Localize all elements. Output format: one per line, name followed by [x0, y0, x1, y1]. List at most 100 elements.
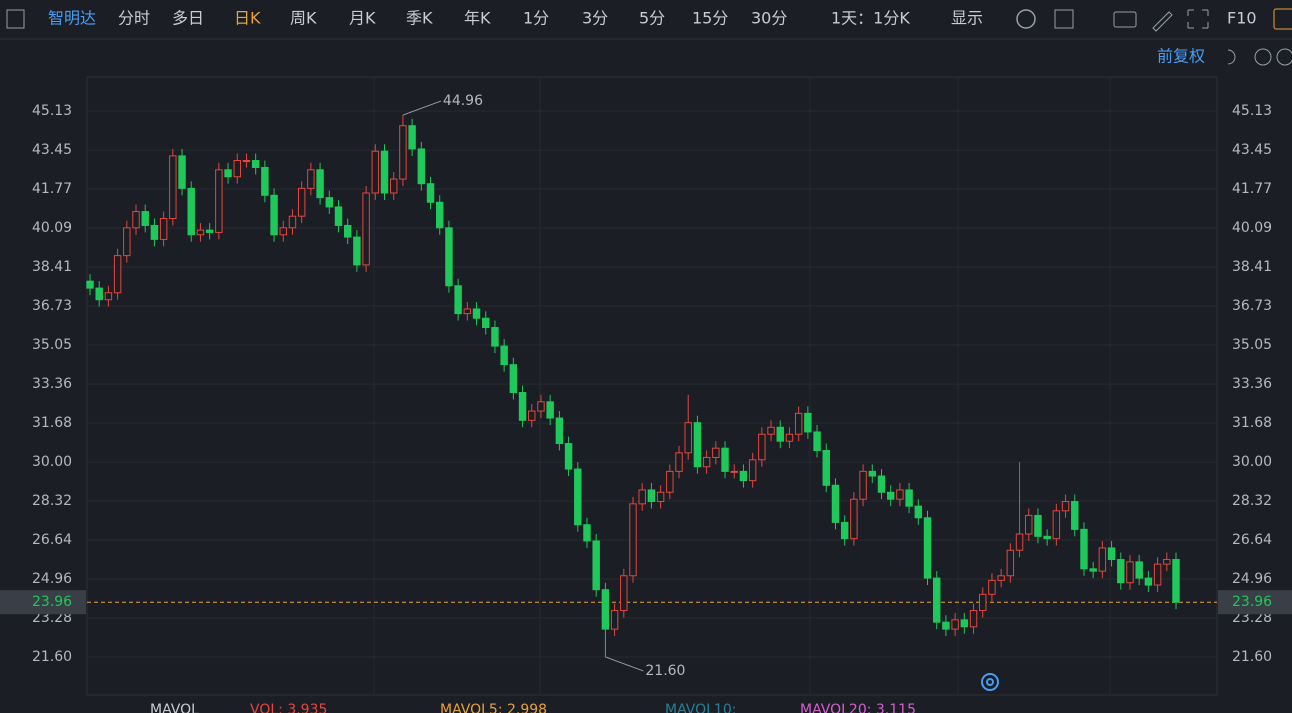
period-tab[interactable]: 季K	[406, 9, 433, 28]
candle-body	[288, 215, 297, 229]
y-tick-label: 41.77	[32, 181, 72, 197]
candle-body	[178, 155, 186, 189]
candle-body	[196, 229, 205, 236]
candle-body	[463, 308, 472, 315]
y-tick-label: 45.13	[32, 103, 72, 119]
candle-body	[684, 422, 692, 454]
candle-body	[325, 197, 334, 208]
candle-body	[1025, 514, 1033, 535]
candle-body	[960, 619, 969, 628]
candle-body	[353, 236, 361, 266]
candle-body	[748, 459, 757, 482]
candle-body	[334, 206, 343, 226]
y-tick-label-right: 40.09	[1232, 220, 1272, 236]
candle-body	[316, 169, 324, 199]
side-button[interactable]	[1273, 8, 1292, 30]
candle-body	[500, 345, 508, 366]
candle-body	[123, 227, 131, 257]
y-tick-label: 33.36	[32, 376, 72, 392]
sidebar-toggle[interactable]	[6, 9, 25, 29]
camera-icon[interactable]	[1113, 11, 1137, 28]
annotation-label: 21.60	[645, 663, 685, 679]
candle-body	[169, 155, 177, 220]
candle-body	[564, 443, 573, 470]
candle-body	[546, 401, 554, 419]
reset-icon[interactable]	[1227, 49, 1236, 65]
y-tick-label: 36.73	[32, 298, 72, 314]
last-price-box	[0, 590, 86, 615]
f10-button[interactable]: F10	[1227, 9, 1257, 28]
candle-body	[555, 417, 564, 445]
candle-body	[656, 491, 665, 503]
candle-body	[620, 575, 628, 612]
period-tab[interactable]: 30分	[751, 9, 787, 28]
period-tab[interactable]: 1分	[523, 9, 549, 28]
candle-body	[1126, 561, 1134, 584]
candle-body	[629, 503, 637, 577]
settings-icon[interactable]	[1016, 9, 1036, 29]
y-tick-label: 43.45	[32, 142, 72, 158]
candle-body	[638, 489, 646, 505]
pen-icon[interactable]	[1152, 11, 1173, 32]
candle-body	[702, 456, 711, 468]
toolbar: 智明达 1天：1分K 显示 F10 分时 多日 日K 周K 月K 季K 年K 1分 3分 5分 15…	[48, 9, 1257, 28]
period-tab[interactable]: 5分	[639, 9, 665, 28]
indicator-bar: MAVOL VOL: 3.935 MAVOL5: 2.998 MAVOL10: …	[150, 702, 916, 713]
candle-body	[905, 489, 913, 507]
candle-body	[932, 577, 941, 623]
candle-body	[730, 470, 738, 473]
period-tab[interactable]: 月K	[349, 9, 376, 28]
period-tab[interactable]: 年K	[464, 9, 491, 28]
candle-body	[794, 412, 803, 435]
y-tick-label-right: 35.05	[1232, 337, 1272, 353]
indicator-vol: VOL: 3.935	[250, 702, 327, 713]
candle-body	[767, 426, 775, 435]
candle-body	[1052, 510, 1061, 540]
candle-body	[850, 498, 858, 540]
event-marker	[986, 678, 994, 686]
period-tab[interactable]: 多日	[172, 9, 204, 28]
candle-body	[666, 470, 674, 493]
period-tab[interactable]: 15分	[692, 9, 728, 28]
candle-body	[914, 505, 923, 519]
last-price-label: 23.96	[32, 594, 72, 610]
indicator-name[interactable]: MAVOL	[150, 702, 199, 713]
period-tab[interactable]: 周K	[290, 9, 317, 28]
period-tab[interactable]: 分时	[118, 9, 150, 28]
candle-body	[251, 160, 260, 168]
candle-body	[951, 619, 959, 630]
candle-body	[785, 433, 794, 442]
candle-body	[1172, 559, 1180, 603]
candle-body	[408, 125, 416, 150]
candle-body	[822, 449, 830, 486]
candle-body	[712, 447, 720, 458]
event-marker[interactable]	[981, 673, 999, 691]
stock-name[interactable]: 智明达	[48, 9, 96, 28]
box-icon[interactable]	[1054, 9, 1074, 29]
candle-body	[132, 211, 140, 229]
candle-body	[518, 391, 527, 421]
candle-body	[1043, 535, 1051, 540]
range-select[interactable]: 1天：1分K	[831, 9, 910, 28]
candle-body	[307, 169, 315, 189]
last-price-label-right: 23.96	[1232, 594, 1272, 610]
display-menu[interactable]: 显示	[951, 9, 983, 28]
y-tick-label: 26.64	[32, 532, 72, 548]
fullscreen-icon[interactable]	[1187, 9, 1209, 29]
candle-body	[242, 160, 251, 163]
zoom-in[interactable]	[1276, 48, 1292, 66]
candle-body	[868, 470, 877, 477]
y-tick-label: 24.96	[32, 571, 72, 587]
candle-body	[436, 201, 444, 229]
y-tick-label-right: 33.36	[1232, 376, 1272, 392]
candle-body	[150, 224, 159, 240]
zoom-out[interactable]	[1254, 48, 1272, 66]
period-tab[interactable]: 日K	[234, 9, 261, 28]
y-tick-label-right: 28.32	[1232, 493, 1272, 509]
period-tab[interactable]: 3分	[582, 9, 608, 28]
candle-body	[693, 422, 702, 468]
candle-body	[574, 468, 582, 526]
candle-body	[804, 412, 812, 433]
adjust-mode[interactable]: 前复权	[1157, 47, 1205, 66]
candle-body	[187, 187, 195, 236]
